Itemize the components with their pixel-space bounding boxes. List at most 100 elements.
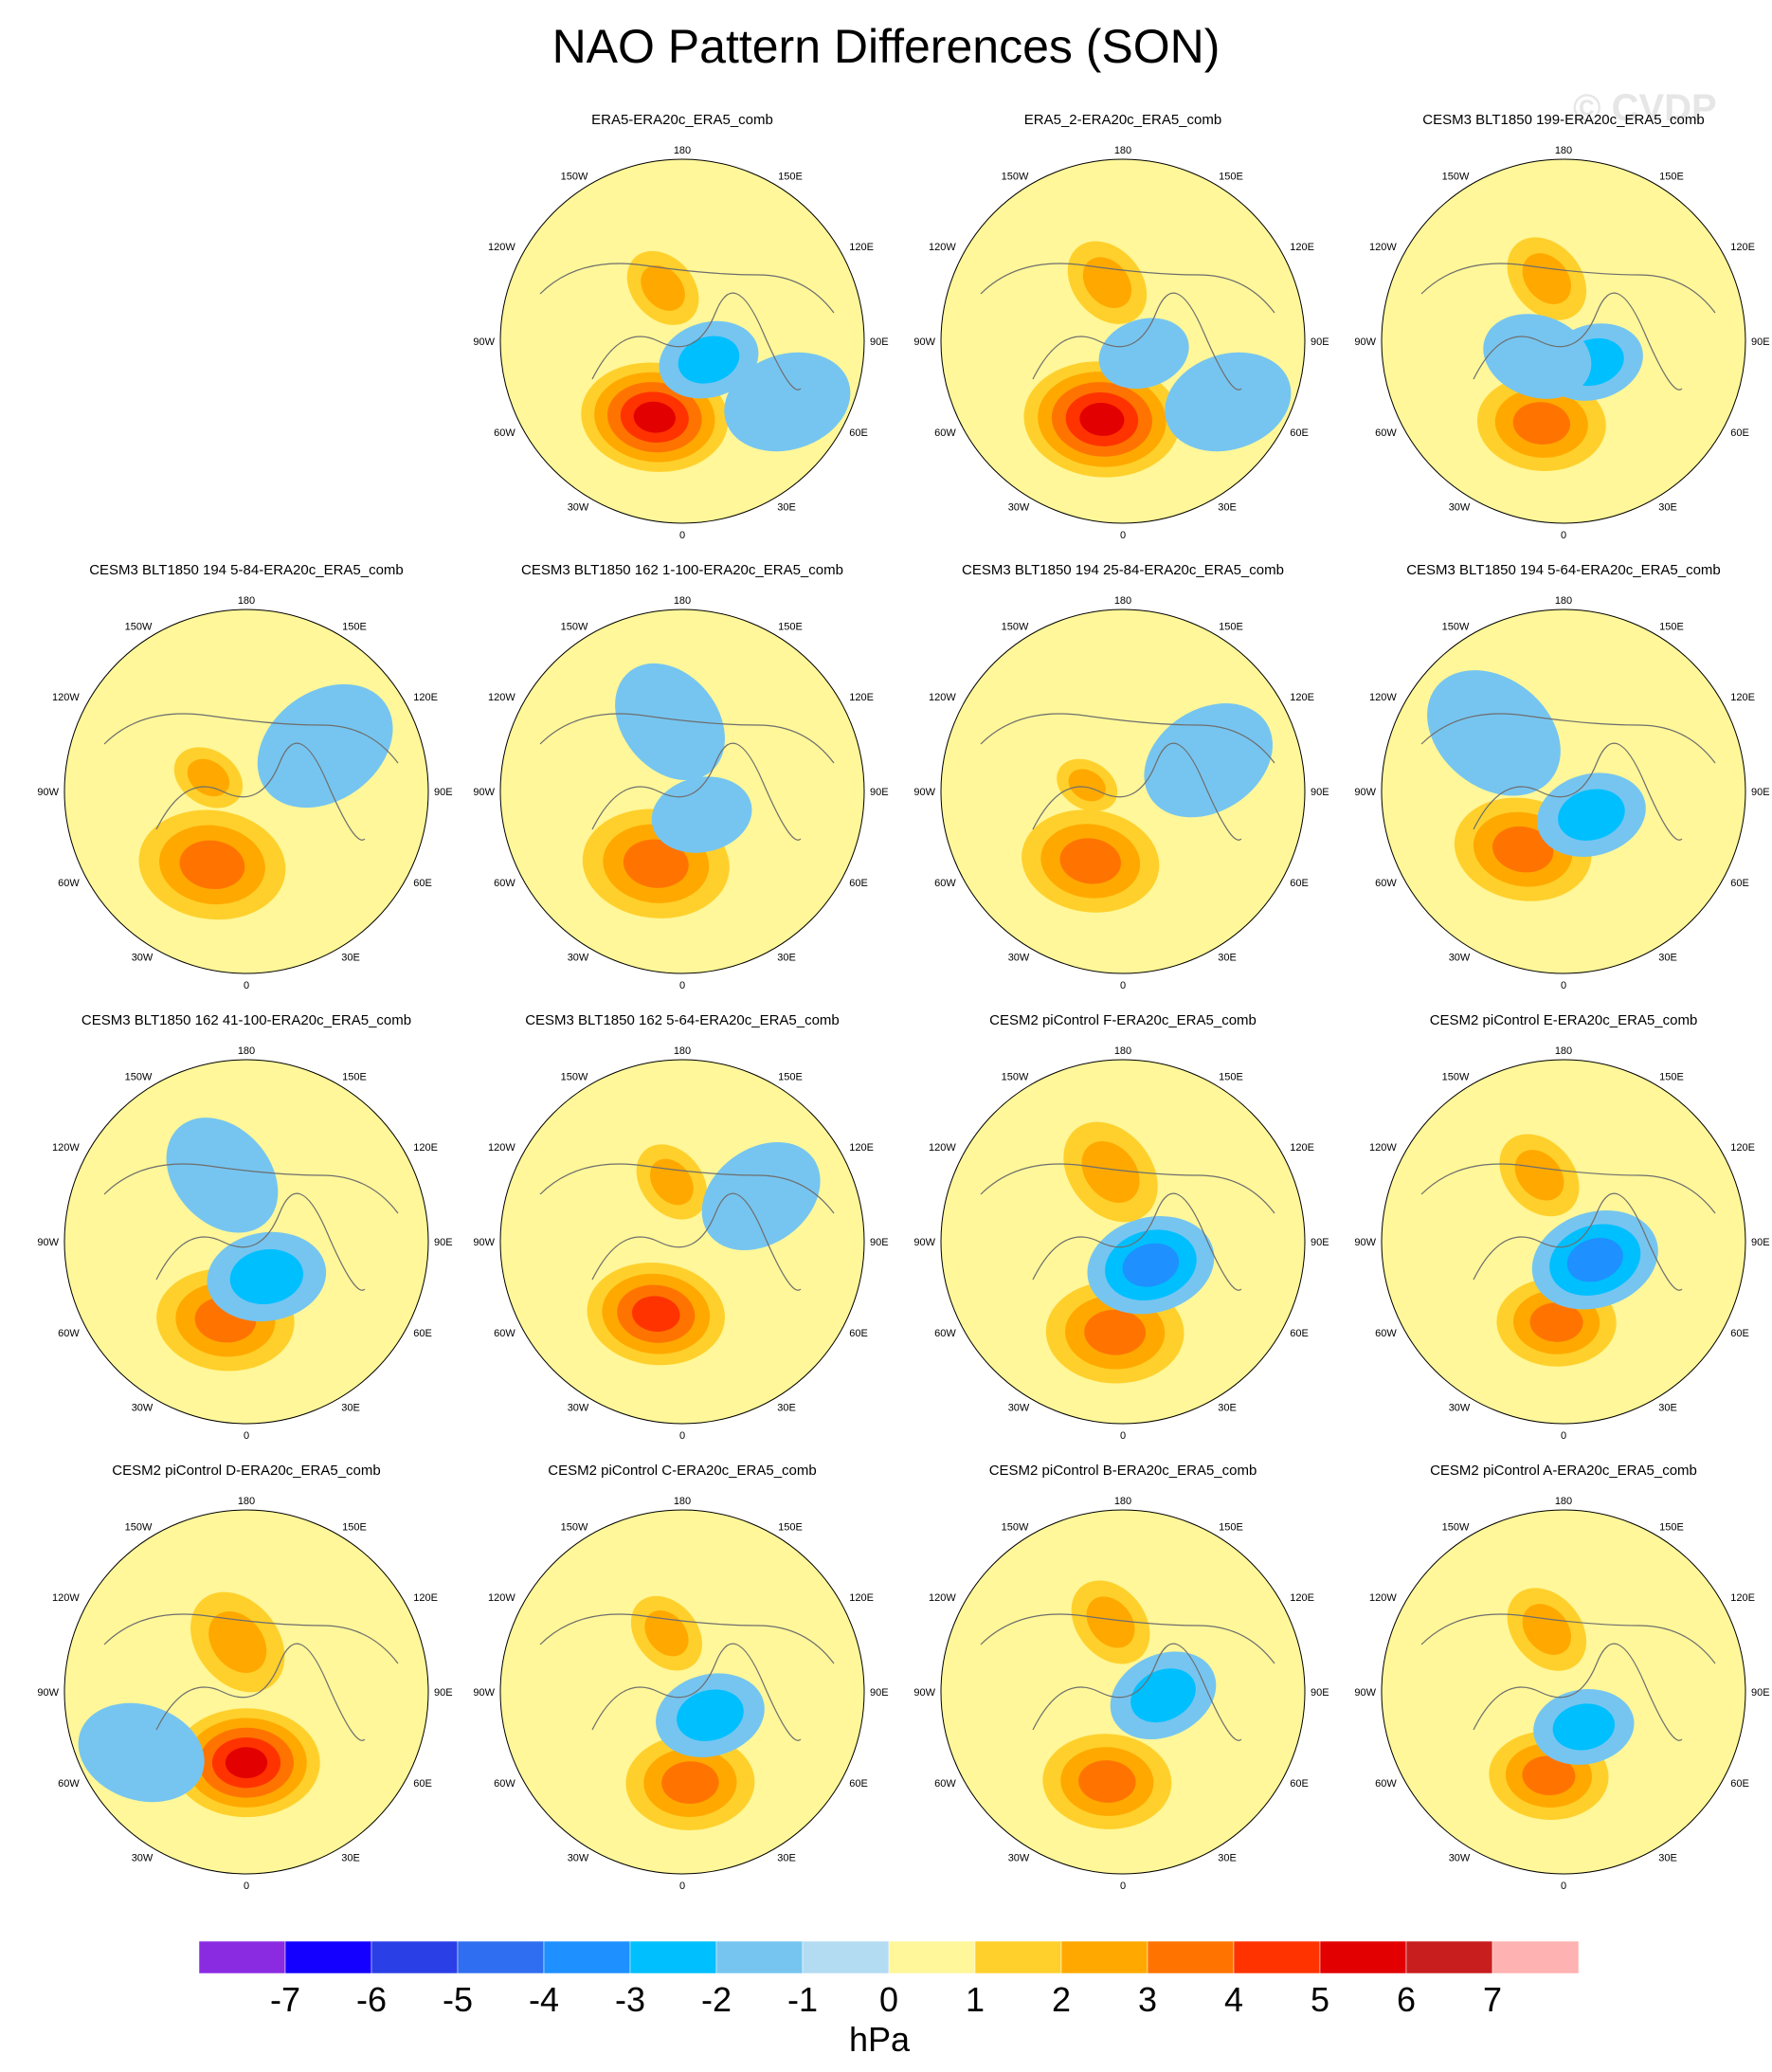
lon-label: 60E [1290,1328,1309,1339]
lon-label: 60W [1375,878,1397,889]
colorbar-tick-label: -4 [529,1980,559,2019]
panel-title: CESM2 piControl B-ERA20c_ERA5_comb [988,1463,1257,1479]
lon-label: 150W [1442,1522,1470,1534]
lon-label: 90E [1751,1687,1770,1699]
colorbar-swatch [457,1940,545,1974]
lon-label: 120E [1730,692,1755,703]
coastline [1420,1163,1716,1214]
lon-label: 30W [132,1402,154,1413]
lon-label: 120W [488,1142,515,1154]
lon-label: 150E [342,1072,367,1083]
coastline [980,1613,1275,1664]
coastline [980,1163,1275,1214]
lon-label: 150W [1002,172,1029,183]
lon-label: 60E [1730,1778,1749,1790]
colorbar-swatch [371,1940,459,1974]
lon-label: 60E [849,1328,868,1339]
field-background [1382,1510,1745,1874]
anomaly-contour [644,1609,689,1657]
lon-label: 120E [1730,1142,1755,1154]
lon-label: 120W [1369,1592,1397,1604]
lon-label: 90W [913,1237,935,1248]
lon-label: 180 [674,595,691,607]
polar-map: 180 0 150W 150E 120W 120E 90W 90E 60W 60E 30W 30E [37,595,452,991]
lon-label: 30W [1449,501,1471,513]
lon-label: 120W [488,692,515,703]
panel-title: CESM3 BLT1850 194 25-84-ERA20c_ERA5_comb [962,562,1284,578]
lon-label: 180 [1114,1045,1131,1057]
lon-label: 30E [1218,501,1237,513]
anomaly-contour [678,336,740,384]
lon-label: 180 [1555,595,1572,607]
lon-label: 30E [1218,952,1237,963]
coastline [591,742,802,841]
lon-label: 90E [870,336,889,348]
lon-label: 30W [1008,1852,1030,1863]
lon-label: 180 [1114,595,1131,607]
lon-label: 150W [561,1522,588,1534]
anomaly-contour [1529,1302,1583,1342]
colorbar-tick-label: 4 [1224,1980,1243,2019]
colorbar-swatch [1319,1940,1407,1974]
lon-label: 30W [1449,952,1471,963]
lon-label: 120W [1369,242,1397,253]
coastline [539,1613,835,1664]
lon-label: 0 [679,530,685,541]
lon-label: 90E [1751,1237,1770,1248]
lon-label: 120W [929,692,956,703]
anomaly-contour [1522,1755,1576,1796]
lon-label: 120E [1290,1142,1314,1154]
lon-label: 90W [1354,1687,1376,1699]
lon-label: 90E [1751,336,1770,348]
lon-label: 120E [1290,1592,1314,1604]
map-border [63,609,429,974]
colorbar-swatch [284,1940,372,1974]
lon-label: 30W [568,1402,589,1413]
lon-label: 120E [849,242,874,253]
map-border [940,1509,1306,1875]
lon-label: 120W [52,1592,80,1604]
map-panel: CESM2 piControl A-ERA20c_ERA5_comb 180 0 15… [1346,1463,1772,1908]
lon-label: 150E [1219,1522,1243,1534]
map-border [63,1509,429,1875]
lon-label: 60E [1290,427,1309,439]
polar-map: 180 0 150W 150E 120W 120E 90W 90E 60W 60E 30W 30E [37,1045,452,1442]
map-border [499,609,865,974]
map-panel: CESM3 BLT1850 194 25-84-ERA20c_ERA5_comb… [905,562,1341,1008]
panel-title: CESM3 BLT1850 162 41-100-ERA20c_ERA5_com… [81,1012,412,1028]
panel-title: CESM2 piControl F-ERA20c_ERA5_comb [989,1012,1257,1028]
colorbar-tick-label: 6 [1397,1980,1416,2019]
panel-title: CESM2 piControl D-ERA20c_ERA5_comb [112,1463,381,1479]
lon-label: 90E [1311,336,1329,348]
map-panel: CESM3 BLT1850 162 41-100-ERA20c_ERA5_com… [28,1012,464,1458]
colorbar-swatch [629,1940,717,1974]
lon-label: 150E [1659,1072,1684,1083]
panel-title: CESM3 BLT1850 162 1-100-ERA20c_ERA5_comb [521,562,843,578]
map-panel: CESM3 BLT1850 162 1-100-ERA20c_ERA5_comb… [464,562,900,1008]
colorbar-tick-label: 1 [966,1980,985,2019]
map-border [499,1059,865,1425]
map-panel: CESM3 BLT1850 162 5-64-ERA20c_ERA5_comb 1… [464,1012,900,1458]
lon-label: 120E [849,1142,874,1154]
colorbar-swatch [715,1940,804,1974]
anomaly-contour [1165,352,1292,452]
lon-label: 30W [132,952,154,963]
polar-map: 180 0 150W 150E 120W 120E 90W 90E 60W 60E 30W 30E [913,1496,1329,1892]
lon-label: 180 [1114,145,1131,156]
lon-label: 30W [568,501,589,513]
lon-label: 180 [1555,1496,1572,1507]
anomaly-contour [1059,838,1121,884]
anomaly-contour [701,1141,821,1251]
colorbar-tick-label: -5 [443,1980,473,2019]
lon-label: 60W [58,1778,80,1790]
map-panel: ERA5-ERA20c_ERA5_comb 180 0 150W 150E 120W 120… [464,112,900,557]
panel-title: ERA5_2-ERA20c_ERA5_comb [1023,112,1222,128]
lon-label: 120W [929,1142,956,1154]
lon-label: 90W [473,1687,495,1699]
lon-label: 30W [1008,952,1030,963]
map-border [940,158,1306,524]
coastline [591,1643,802,1741]
lon-label: 60E [1730,878,1749,889]
colorbar-tick-label: 0 [879,1980,898,2019]
lon-label: 60E [1290,878,1309,889]
